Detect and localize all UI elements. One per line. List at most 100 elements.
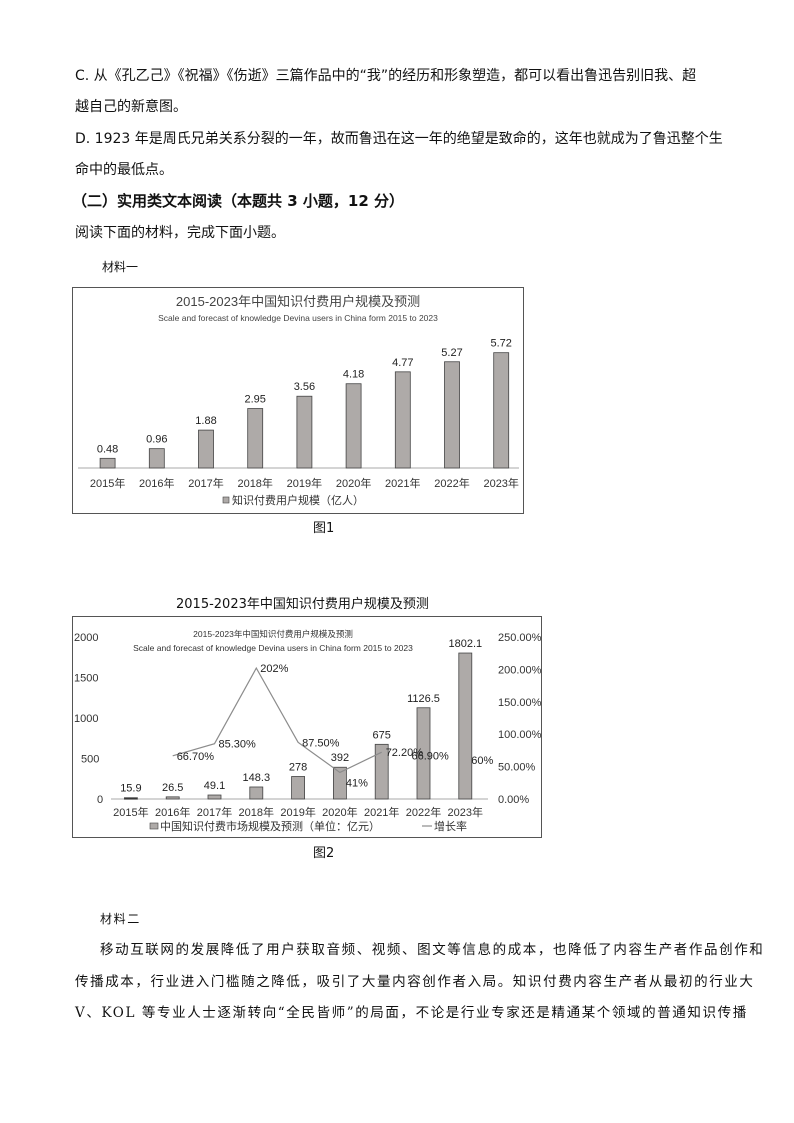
figure2-svg: 0 500 1000 1500 2000 0.00% 50.00% 100.00% 150.00… (74, 629, 542, 833)
chart2-bar-value-label: 26.5 (162, 782, 183, 794)
figure1-caption: 图1 (313, 521, 335, 536)
chart1-category-label: 2018年 (237, 476, 272, 490)
chart2-bar (374, 743, 389, 800)
chart2-left-tick: 0 (97, 794, 103, 806)
chart2-right-tick: 0.00% (498, 794, 529, 806)
chart2-growth-label: 41% (346, 777, 368, 789)
chart2-bar-value-label: 392 (331, 752, 349, 764)
material2-label: 材料二 (100, 912, 141, 926)
chart1-category-label: 2019年 (287, 476, 322, 490)
chart2-category-label: 2016年 (155, 805, 190, 819)
chart2-bar (332, 766, 347, 800)
figure1-svg: 2015-2023年中国知识付费用户规模及预测 Scale and forecas… (78, 294, 519, 507)
chart1-value-label: 4.18 (343, 369, 364, 381)
chart2-left-tick: 1500 (74, 673, 98, 685)
chart2-category-label: 2017年 (197, 805, 232, 819)
instruction: 阅读下面的材料，完成下面小题。 (75, 225, 285, 241)
chart2-bar (249, 786, 264, 800)
chart2-right-tick: 50.00% (498, 762, 536, 774)
chart1-category-label: 2022年 (434, 476, 469, 490)
section-heading: （二）实用类文本阅读（本题共 3 小题，12 分） (72, 192, 404, 210)
chart1-value-label: 0.48 (97, 443, 118, 455)
chart2-growth-label: 202% (260, 663, 288, 675)
chart1-category-label: 2017年 (188, 476, 223, 490)
chart2-growth-label: 66.90% (412, 751, 450, 763)
chart2-left-tick: 1000 (74, 713, 98, 725)
chart1-category-label: 2021年 (385, 476, 420, 490)
chart2-bar (458, 652, 473, 800)
chart2-bar-value-label: 1126.5 (407, 693, 440, 705)
chart2-category-label: 2019年 (280, 805, 315, 819)
chart2-growth-label: 66.70% (177, 751, 215, 763)
chart2-bar-value-label: 1802.1 (448, 638, 482, 650)
chart1-value-label: 5.72 (490, 338, 511, 350)
chart1-legend-swatch (222, 496, 230, 504)
chart1-category-label: 2016年 (139, 476, 174, 490)
figure2-caption: 图2 (313, 846, 335, 861)
chart2-bar-value-label: 49.1 (204, 780, 225, 792)
chart1-legend-label: 知识付费用户规模（亿人） (232, 493, 364, 507)
chart1-value-label: 3.56 (294, 381, 315, 393)
chart2-right-tick: 250.00% (498, 632, 541, 644)
chart2-title: 2015-2023年中国知识付费用户规模及预测 (193, 629, 353, 639)
chart2-category-label: 2023年 (448, 805, 483, 819)
option-c-line1: C. 从《孔乙己》《祝福》《伤逝》三篇作品中的“我”的经历和形象塑造，都可以看出… (75, 68, 697, 84)
chart1-bar (148, 448, 165, 469)
chart1-bar (296, 395, 313, 469)
option-c-line2: 越自己的新意图。 (75, 99, 187, 115)
chart1-bar (198, 429, 214, 469)
chart2-bar-value-label: 675 (373, 729, 391, 741)
chart2-left-tick: 500 (81, 754, 99, 766)
chart1-category-label: 2020年 (336, 476, 371, 490)
chart1-bar (345, 383, 362, 469)
chart1-title: 2015-2023年中国知识付费用户规模及预测 (176, 294, 420, 309)
chart1-value-label: 2.95 (244, 394, 265, 406)
chart2-growth-label: 72.20% (386, 747, 424, 759)
chart2-right-tick: 100.00% (498, 729, 541, 741)
chart2-growth-line (172, 666, 382, 774)
chart1-value-label: 5.27 (441, 347, 462, 359)
chart1-value-label: 1.88 (195, 415, 216, 427)
figure2-outer-title: 2015-2023年中国知识付费用户规模及预测 (176, 597, 429, 612)
chart2-legend-bar-swatch (149, 822, 159, 830)
chart1-value-label: 4.77 (392, 357, 413, 369)
chart2-right-tick: 200.00% (498, 664, 541, 676)
chart2-subtitle: Scale and forecast of knowledge Devina u… (133, 643, 413, 653)
chart2-bar-value-label: 278 (289, 761, 307, 773)
chart1-category-label: 2023年 (483, 476, 518, 490)
figure2-chart: 0 500 1000 1500 2000 0.00% 50.00% 100.00% 150.00… (72, 616, 542, 838)
chart1-bar (493, 352, 510, 469)
chart2-bar (207, 794, 222, 800)
chart1-bar (247, 408, 264, 469)
chart2-category-label: 2021年 (364, 805, 399, 819)
chart1-bar (394, 371, 411, 469)
material2-line-3: V、KOL 等专业人士逐渐转向“全民皆师”的局面，不论是行业专家还是精通某个领域… (75, 1005, 748, 1021)
chart1-bar (444, 361, 460, 469)
chart2-bar (291, 776, 306, 800)
chart2-right-tick: 150.00% (498, 697, 541, 709)
chart1-subtitle: Scale and forecast of knowledge Devina u… (158, 313, 438, 323)
chart1-category-label: 2015年 (90, 476, 125, 490)
chart2-growth-label: 87.50% (302, 737, 340, 749)
material1-label: 材料一 (102, 260, 139, 274)
figure1-chart: 2015-2023年中国知识付费用户规模及预测 Scale and forecas… (72, 287, 524, 514)
chart2-bar-value-label: 15.9 (120, 783, 141, 795)
chart2-category-label: 2020年 (322, 805, 357, 819)
chart1-value-label: 0.96 (146, 434, 167, 446)
chart2-legend-bar-label: 中国知识付费市场规模及预测（单位：亿元） (160, 819, 380, 833)
chart2-bar (124, 797, 138, 800)
chart2-category-label: 2015年 (113, 805, 148, 819)
chart1-bar (99, 457, 116, 469)
material2-line-2: 传播成本，行业进入门槛随之降低，吸引了大量内容创作者入局。知识付费内容生产者从最… (75, 974, 755, 990)
chart2-growth-label: 85.30% (219, 739, 257, 751)
chart2-growth-label: 60% (471, 755, 493, 767)
option-d-line2: 命中的最低点。 (75, 162, 173, 178)
option-d-line1: D. 1923 年是周氏兄弟关系分裂的一年，故而鲁迅在这一年的绝望是致命的，这年… (75, 131, 723, 147)
material2-line-1: 移动互联网的发展降低了用户获取音频、视频、图文等信息的成本，也降低了内容生产者作… (100, 942, 765, 958)
chart2-bar-value-label: 148.3 (243, 772, 271, 784)
chart2-category-label: 2018年 (239, 805, 274, 819)
chart2-legend-line-label: 增长率 (434, 819, 467, 833)
chart2-left-tick: 2000 (74, 632, 98, 644)
chart2-category-label: 2022年 (406, 805, 441, 819)
chart2-bar (165, 796, 180, 800)
